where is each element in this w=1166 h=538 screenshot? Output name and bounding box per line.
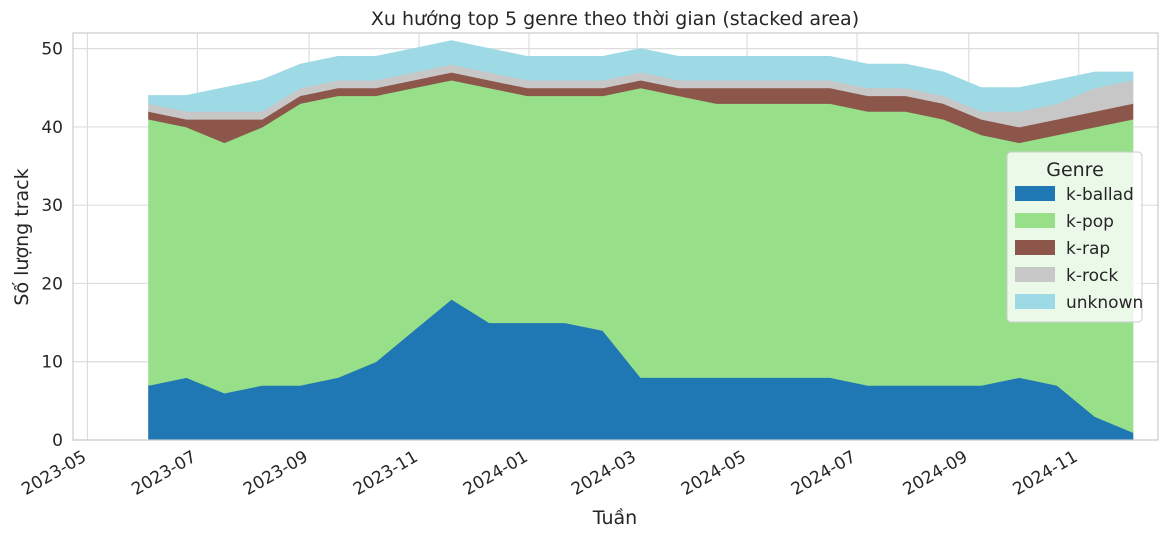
x-tick-label: 2024-01 (460, 447, 532, 500)
legend-swatch-k-ballad (1015, 186, 1055, 201)
legend-swatch-unknown (1015, 294, 1055, 309)
stacked-areas (148, 40, 1134, 441)
y-tick-label: 10 (41, 353, 63, 373)
legend-label-k-rap: k-rap (1066, 239, 1110, 259)
x-tick-label: 2024-09 (900, 447, 972, 500)
legend-label-k-pop: k-pop (1066, 212, 1114, 232)
plot-frame (72, 32, 1159, 441)
x-axis-title: Tuần (592, 507, 637, 529)
y-tick-label: 50 (41, 40, 63, 60)
area-unknown (148, 40, 1134, 112)
x-tick-label: 2023-07 (128, 447, 200, 500)
y-axis-ticks: 0 10 20 30 40 50 (41, 40, 63, 451)
x-tick-label: 2024-07 (788, 447, 860, 500)
x-tick-label: 2023-09 (240, 447, 312, 500)
x-tick-label: 2024-11 (1010, 447, 1082, 500)
legend: Genre k-ballad k-pop k-rap k-rock unknown (1006, 151, 1143, 323)
x-tick-label: 2023-11 (350, 447, 422, 500)
y-tick-label: 0 (52, 431, 63, 451)
x-axis-ticks: 2023-05 2023-07 2023-09 2023-11 2024-01 2024-… (18, 447, 1081, 500)
legend-label-k-ballad: k-ballad (1066, 185, 1134, 205)
y-tick-label: 20 (41, 274, 63, 294)
x-tick-label: 2024-03 (568, 447, 640, 500)
legend-label-unknown: unknown (1066, 293, 1143, 313)
y-tick-label: 30 (41, 196, 63, 216)
legend-swatch-k-rap (1015, 240, 1055, 255)
legend-label-k-rock: k-rock (1066, 266, 1118, 286)
chart-title: Xu hướng top 5 genre theo thời gian (sta… (371, 8, 859, 30)
x-tick-label: 2024-05 (678, 447, 750, 500)
legend-swatch-k-pop (1015, 213, 1055, 228)
y-tick-label: 40 (41, 118, 63, 138)
legend-title: Genre (1046, 159, 1104, 181)
y-axis-title: Số lượng track (11, 168, 33, 305)
legend-swatch-k-rock (1015, 267, 1055, 282)
x-tick-label: 2023-05 (18, 447, 90, 500)
